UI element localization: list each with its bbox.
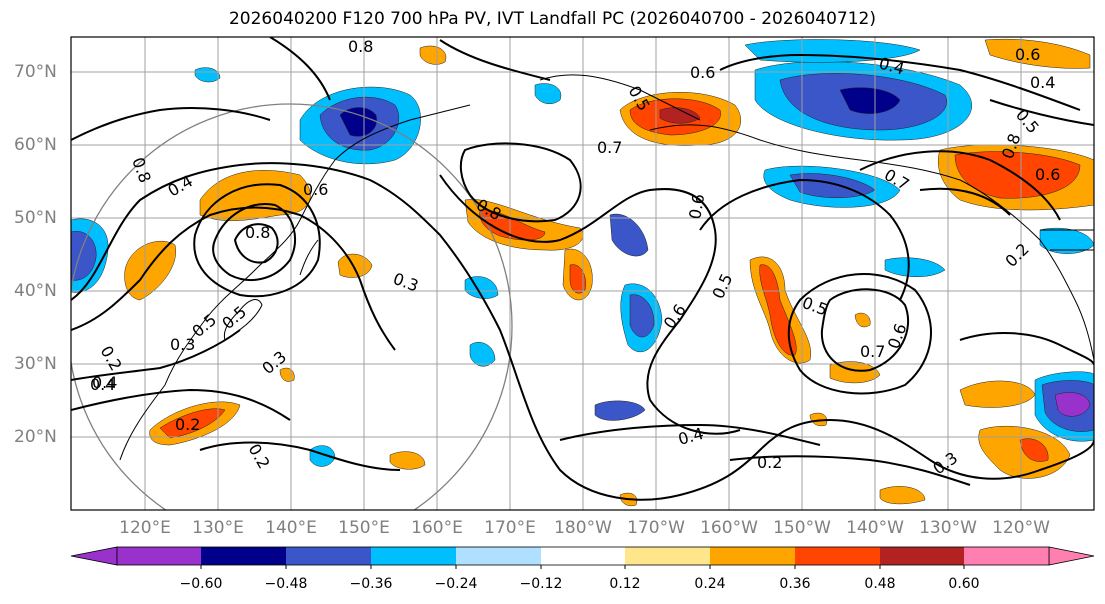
colorbar-tick: −0.36 <box>349 576 393 592</box>
colorbar-tick: 0.24 <box>694 576 726 592</box>
contour-label: 0.4 <box>92 373 117 392</box>
contour-label: 0.3 <box>170 335 195 354</box>
colorbar-segment <box>625 547 710 565</box>
negative-anomaly-patch <box>71 230 97 281</box>
shading-layer <box>71 38 1094 507</box>
colorbar-segment <box>286 547 371 565</box>
contour-label: 0.7 <box>860 342 885 361</box>
lon-label-160w: 160°W <box>700 518 758 538</box>
lon-label-140w: 140°W <box>846 518 904 538</box>
contour-label: 0.2 <box>757 453 782 472</box>
contour-label: 0.8 <box>348 37 373 56</box>
contour-label: 0.2 <box>175 415 200 434</box>
lon-label-180w: 180°W <box>554 518 612 538</box>
negative-anomaly-patch <box>534 83 562 105</box>
positive-anomaly-patch <box>389 451 426 470</box>
lat-label-40n: 40°N <box>14 281 57 301</box>
positive-anomaly-patch <box>159 408 226 439</box>
lat-label-60n: 60°N <box>14 135 57 155</box>
contour-label: 0.8 <box>245 223 270 242</box>
colorbar-frame <box>116 546 1050 566</box>
negative-anomaly-patch <box>609 213 649 257</box>
colorbar-segment <box>456 547 541 565</box>
negative-anomaly-patch <box>629 294 655 338</box>
positive-anomaly-patch <box>1019 438 1049 462</box>
negative-anomaly-patch <box>1054 392 1091 417</box>
positive-anomaly-patch <box>479 209 546 241</box>
colorbar-extend-high <box>1048 546 1095 566</box>
landfall-radius-circle <box>71 103 513 510</box>
graticule <box>71 37 1094 510</box>
colorbar-segment <box>795 547 880 565</box>
contour-label: 0.6 <box>1015 45 1040 64</box>
lon-label-120e: 120°E <box>119 518 171 538</box>
map-frame <box>70 36 1095 511</box>
lat-label-70n: 70°N <box>14 62 57 82</box>
positive-anomaly-patch <box>759 264 797 356</box>
lon-label-170e: 170°E <box>484 518 536 538</box>
positive-anomaly-patch <box>879 486 926 505</box>
contour-label: 0.6 <box>685 192 708 220</box>
negative-anomaly-patch <box>1039 227 1094 254</box>
lon-label-170w: 170°W <box>627 518 685 538</box>
colorbar-tick: 0.60 <box>948 576 980 592</box>
lon-label-120w: 120°W <box>992 518 1050 538</box>
negative-anomaly-patch <box>884 257 946 277</box>
colorbar <box>70 546 1095 569</box>
colorbar-tick: 0.48 <box>864 576 896 592</box>
lon-label-130e: 130°E <box>192 518 244 538</box>
lat-label-50n: 50°N <box>14 208 57 228</box>
lon-label-150e: 150°E <box>338 518 390 538</box>
colorbar-tick: −0.60 <box>179 576 223 592</box>
colorbar-tick: 0.36 <box>779 576 811 592</box>
contour-label: 0.6 <box>1035 165 1060 184</box>
contour-label: 0.6 <box>690 63 715 82</box>
colorbar-tick: −0.12 <box>519 576 563 592</box>
negative-anomaly-patch <box>469 342 496 367</box>
lon-label-130w: 130°W <box>919 518 977 538</box>
negative-anomaly-patch <box>839 87 901 114</box>
colorbar-segment <box>541 547 625 565</box>
colorbar-segment <box>201 547 286 565</box>
lon-label-150w: 150°W <box>773 518 831 538</box>
contour-label: 0.7 <box>597 138 622 157</box>
contour-label: 0.6 <box>303 180 328 199</box>
positive-anomaly-patch <box>419 45 447 65</box>
lon-label-140e: 140°E <box>265 518 317 538</box>
negative-anomaly-patch <box>594 400 646 421</box>
positive-anomaly-patch <box>959 380 1036 408</box>
colorbar-segment <box>710 547 795 565</box>
positive-anomaly-patch <box>569 264 586 294</box>
map-panel: 0.8 0.4 0.8 0.6 0.8 0.3 0.8 0.2 0.3 0.4 … <box>71 37 1094 510</box>
negative-anomaly-patch <box>339 107 377 137</box>
colorbar-extend-low <box>70 546 118 566</box>
colorbar-segment <box>117 547 201 565</box>
colorbar-segment <box>880 547 964 565</box>
colorbar-tick: −0.24 <box>434 576 478 592</box>
lon-label-160e: 160°E <box>411 518 463 538</box>
colorbar-segment <box>964 547 1049 565</box>
contour-label: 0.4 <box>90 375 115 394</box>
colorbar-segment <box>371 547 456 565</box>
negative-anomaly-patch <box>744 39 921 63</box>
lat-label-30n: 30°N <box>14 354 57 374</box>
colorbar-tick: −0.48 <box>264 576 308 592</box>
ivt-contours <box>71 37 1094 501</box>
negative-anomaly-patch <box>194 67 221 83</box>
chart-title: 2026040200 F120 700 hPa PV, IVT Landfall… <box>228 9 876 29</box>
contour-label: 0.4 <box>1030 73 1055 92</box>
colorbar-tick: 0.12 <box>609 576 641 592</box>
positive-anomaly-patch <box>854 312 871 328</box>
lat-label-20n: 20°N <box>14 427 57 447</box>
